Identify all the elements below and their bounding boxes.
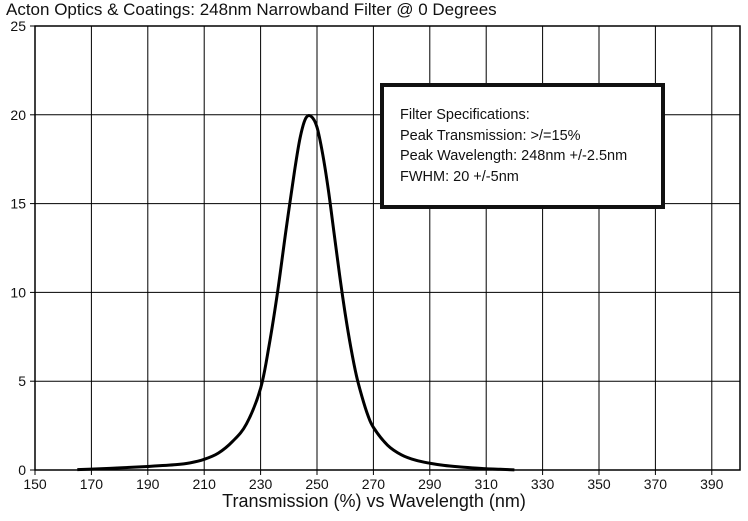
y-axis: 0 5 10 15 20 25	[10, 18, 35, 478]
x-tick-label: 390	[700, 476, 724, 492]
plot-frame	[34, 25, 741, 471]
series-line	[77, 114, 515, 472]
x-tick-label: 290	[418, 476, 442, 492]
x-tick-label: 370	[644, 476, 668, 492]
x-tick-label: 250	[305, 476, 329, 492]
x-tick-label: 210	[193, 476, 217, 492]
x-tick-label: 170	[80, 476, 104, 492]
x-tick-label: 310	[475, 476, 499, 492]
y-tick-label: 5	[18, 373, 26, 389]
x-tick-label: 150	[23, 476, 47, 492]
spec-fwhm: FWHM: 20 +/-5nm	[400, 168, 519, 185]
y-tick-label: 25	[10, 18, 26, 34]
y-tick-label: 15	[10, 196, 26, 212]
x-tick-label: 190	[136, 476, 160, 492]
y-tick-label: 0	[18, 462, 26, 478]
filter-specifications-box: Filter Specifications: Peak Transmission…	[380, 83, 665, 209]
y-tick-label: 10	[10, 284, 26, 300]
spec-heading: Filter Specifications:	[400, 107, 530, 123]
y-tick-label: 20	[10, 107, 26, 123]
spec-peak-transmission: Peak Transmission: >/=15%	[400, 127, 581, 144]
spec-peak-wavelength: Peak Wavelength: 248nm +/-2.5nm	[400, 148, 628, 164]
x-tick-label: 270	[362, 476, 386, 492]
x-tick-label: 230	[249, 476, 273, 492]
chart-title: Acton Optics & Coatings: 248nm Narrowban…	[6, 0, 497, 19]
x-axis: 150 170 190 210 230 250 270 290 310 330 350 370 390	[23, 470, 724, 492]
x-tick-label: 350	[587, 476, 611, 492]
x-tick-label: 330	[531, 476, 555, 492]
x-axis-label: Transmission (%) vs Wavelength (nm)	[222, 491, 526, 511]
